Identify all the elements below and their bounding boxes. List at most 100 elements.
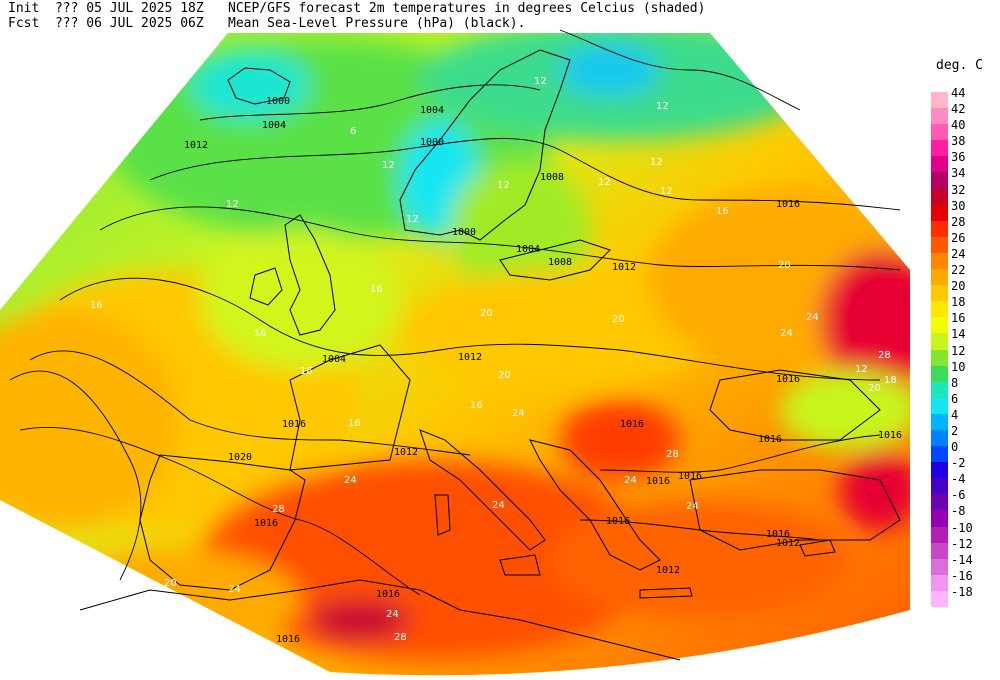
legend-row: -2 xyxy=(931,456,997,479)
isobar-labels: 1000 1004 1004 1012 1004 1000 1000 1004 … xyxy=(184,96,902,645)
legend-label: -14 xyxy=(951,552,973,567)
temp-label: 16 xyxy=(300,366,313,377)
temp-label: 24 xyxy=(386,609,399,620)
legend-swatch xyxy=(931,156,948,173)
isobar-line xyxy=(99,206,901,271)
legend-label: -12 xyxy=(951,536,973,551)
temp-label: 16 xyxy=(348,418,361,429)
legend-row: 4 xyxy=(931,408,997,430)
isobar-label: 1000 xyxy=(266,96,290,107)
temp-label: 16 xyxy=(254,328,267,339)
isobar-label: 1016 xyxy=(758,434,782,445)
temperature-legend: 44 42 40 38 36 34 32 30 28 26 24 22 20 18 16 14 12 10 8 6 4 2… xyxy=(931,86,997,607)
temp-label: 24 xyxy=(512,408,525,419)
temp-label: 20 xyxy=(778,260,791,271)
legend-row: 36 xyxy=(931,150,997,173)
legend-label: 10 xyxy=(951,359,966,374)
coast-turkey xyxy=(689,469,901,551)
legend-label: 20 xyxy=(951,279,966,294)
legend-swatch xyxy=(931,462,948,479)
legend-row: 34 xyxy=(931,166,997,189)
isobar-label: 1004 xyxy=(262,120,286,131)
legend-row: 32 xyxy=(931,183,997,205)
legend-swatch xyxy=(931,92,948,109)
temp-label: 24 xyxy=(216,626,229,637)
init-line: Init ??? 05 JUL 2025 18Z xyxy=(8,2,204,16)
legend-swatch xyxy=(931,510,948,527)
legend-label: 24 xyxy=(951,246,966,261)
isobar-label: 1016 xyxy=(276,634,300,645)
legend-row: -14 xyxy=(931,553,997,575)
isobar-label: 1012 xyxy=(656,565,680,576)
temp-label: 20 xyxy=(612,314,625,325)
legend-swatch xyxy=(931,124,948,141)
temp-label: 24 xyxy=(780,328,793,339)
isobar-label: 1012 xyxy=(394,447,418,458)
fcst-label: Fcst xyxy=(8,16,40,31)
legend-row: 16 xyxy=(931,311,997,334)
legend-swatch xyxy=(931,429,948,447)
legend-label: -2 xyxy=(951,456,966,471)
legend-row: 8 xyxy=(931,376,997,398)
coast-france xyxy=(289,344,411,471)
isobar-label: 1016 xyxy=(678,471,702,482)
isobar-label: 1016 xyxy=(282,419,306,430)
legend-swatch xyxy=(931,478,948,495)
temp-label: 18 xyxy=(884,375,897,386)
legend-row: 22 xyxy=(931,263,997,286)
temp-label: 24 xyxy=(344,475,357,486)
coast-iberia xyxy=(139,454,306,591)
legend-row: -6 xyxy=(931,488,997,511)
isobar-label: 1016 xyxy=(878,430,902,441)
legend-row: 38 xyxy=(931,134,997,157)
temp-label: 16 xyxy=(716,206,729,217)
legend-label: 14 xyxy=(951,327,966,342)
temp-label: 12 xyxy=(534,76,547,87)
temp-label: 28 xyxy=(878,350,891,361)
legend-swatch xyxy=(931,301,948,318)
legend-swatch xyxy=(931,220,948,237)
coast-italy xyxy=(419,429,546,551)
legend-label: 18 xyxy=(951,295,966,310)
isobar-line xyxy=(599,434,881,473)
fcst-value: ??? 06 JUL 2025 06Z xyxy=(54,16,204,31)
temp-label: 12 xyxy=(656,101,669,112)
isobar-label: 1016 xyxy=(776,199,800,210)
isobar-line xyxy=(149,138,901,211)
temp-label: 12 xyxy=(406,214,419,225)
legend-label: -16 xyxy=(951,568,973,583)
isobar-line xyxy=(59,277,881,381)
isobar-label: 1016 xyxy=(646,476,670,487)
legend-row: 0 xyxy=(931,440,997,463)
legend-row: -8 xyxy=(931,504,997,527)
isobar-label: 1004 xyxy=(420,105,444,116)
temp-label: 16 xyxy=(90,300,103,311)
legend-row: 12 xyxy=(931,344,997,366)
legend-label: 32 xyxy=(951,182,966,197)
legend-row: -12 xyxy=(931,537,997,559)
temp-label: 6 xyxy=(350,126,356,137)
legend-label: 40 xyxy=(951,118,966,133)
temp-label: 12 xyxy=(497,180,510,191)
isobar-label: 1008 xyxy=(548,257,572,268)
coast-crete xyxy=(639,587,693,599)
legend-label: 34 xyxy=(951,166,966,181)
legend-swatch xyxy=(931,317,948,334)
temp-label: 12 xyxy=(650,157,663,168)
legend-swatch xyxy=(931,140,948,157)
legend-swatch xyxy=(931,413,948,430)
legend-label: 36 xyxy=(951,150,966,165)
legend-row: 14 xyxy=(931,327,997,350)
legend-row: 30 xyxy=(931,199,997,221)
legend-label: 4 xyxy=(951,407,959,422)
isobar-line xyxy=(9,370,142,581)
legend-label: -4 xyxy=(951,472,966,487)
coast-sicily xyxy=(499,554,541,576)
legend-swatch xyxy=(931,365,948,382)
coast-black-sea xyxy=(709,369,881,441)
map-title-line1: NCEP/GFS forecast 2m temperatures in deg… xyxy=(228,1,706,16)
legend-swatch xyxy=(931,397,948,414)
temp-label: 24 xyxy=(686,501,699,512)
legend-row: 18 xyxy=(931,295,997,318)
legend-row: 20 xyxy=(931,279,997,302)
